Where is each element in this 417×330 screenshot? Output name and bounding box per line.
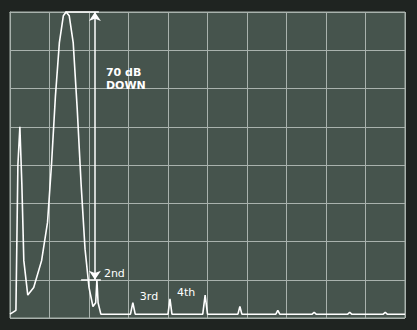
svg-text:70 dB: 70 dB [106, 66, 141, 79]
svg-text:DOWN: DOWN [106, 79, 146, 92]
svg-text:2nd: 2nd [104, 267, 125, 280]
svg-text:3rd: 3rd [140, 290, 158, 303]
svg-text:4th: 4th [177, 286, 195, 299]
